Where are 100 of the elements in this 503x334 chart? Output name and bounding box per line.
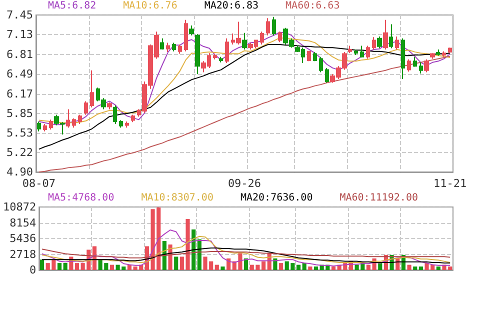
bar (407, 264, 412, 270)
y-tick-label: 0 (29, 264, 36, 276)
candlestick (72, 118, 76, 128)
bar (308, 266, 312, 270)
text: MA5:6.82 (48, 0, 96, 12)
candlestick (307, 50, 311, 62)
candlestick (113, 105, 117, 124)
y-tick-label: 5436 (10, 232, 36, 245)
bar (110, 264, 114, 270)
candlestick (413, 56, 417, 68)
bar (296, 264, 301, 270)
candlestick (78, 114, 82, 124)
y-tick-label: 6.17 (6, 87, 33, 100)
candlestick (372, 36, 376, 50)
candlestick (189, 24, 194, 36)
candlestick (266, 18, 270, 36)
candlestick (37, 121, 41, 132)
bar (378, 263, 382, 270)
line-series (42, 236, 451, 263)
candlestick (125, 121, 129, 128)
candlestick (395, 36, 399, 50)
y-tick-label: 10872 (2, 200, 36, 214)
line-series (38, 56, 451, 172)
bar (40, 260, 44, 270)
y-tick-label: 6.81 (6, 48, 33, 61)
bar (278, 263, 284, 270)
y-tick-label: 8154 (10, 216, 36, 230)
candlestick (448, 47, 452, 54)
bar (214, 264, 219, 270)
candlestick (389, 24, 393, 49)
candlestick (430, 52, 435, 60)
candlestick (360, 45, 364, 58)
x-tick-label: 11-21 (434, 177, 467, 190)
bar (174, 256, 178, 270)
candlestick (107, 102, 112, 110)
candlestick (278, 31, 282, 43)
candlestick (272, 16, 276, 36)
bar (302, 263, 306, 270)
text: MA20:6.83 (204, 0, 259, 12)
candlestick (319, 56, 323, 73)
bar (418, 266, 423, 270)
bar (366, 264, 371, 270)
y-tick-label: 6.49 (6, 68, 33, 81)
candlestick (348, 45, 352, 54)
text: MA60:6.63 (286, 0, 340, 12)
candlestick (43, 123, 47, 132)
candlestick (325, 67, 329, 84)
candlestick (166, 42, 170, 52)
candlestick (84, 100, 88, 116)
candlestick (436, 48, 440, 56)
bar (436, 266, 440, 270)
bar (413, 266, 418, 270)
bar (331, 266, 336, 270)
candlestick (219, 56, 223, 63)
bar (220, 266, 225, 270)
y-tick-label: 5.85 (6, 107, 33, 120)
candlestick (184, 19, 188, 52)
y-tick-label: 7.13 (6, 28, 33, 42)
candlestick (66, 108, 70, 128)
candlestick (213, 53, 217, 60)
line-series (42, 248, 451, 258)
candlestick (195, 34, 200, 75)
x-tick-label: 08-07 (22, 177, 56, 190)
candlestick (401, 38, 405, 80)
y-tick-label: 5.22 (6, 146, 33, 159)
text: MA10:6.76 (123, 0, 178, 12)
candlestick (442, 50, 446, 58)
candlestick (160, 38, 164, 50)
text: MA5:4768.00 (48, 192, 114, 204)
line-series (42, 247, 451, 264)
text: MA60:11192.00 (340, 192, 418, 204)
candlestick (242, 32, 247, 50)
candlestick (172, 42, 176, 52)
y-tick-label: 4.90 (6, 166, 33, 178)
candlestick (383, 19, 388, 50)
line-series (42, 230, 451, 266)
candlestick (225, 38, 229, 64)
y-tick-label: 7.45 (6, 8, 33, 22)
line-series (38, 44, 451, 150)
candlestick (419, 62, 423, 74)
text: MA20:7636.00 (240, 192, 313, 204)
y-tick-label: 2718 (10, 248, 36, 261)
candlestick (260, 31, 264, 46)
candlestick (424, 58, 429, 73)
text: MA10:8307.00 (141, 192, 214, 204)
bar (74, 263, 80, 270)
candlestick (407, 58, 411, 72)
candlestick (90, 70, 94, 108)
bar (57, 263, 62, 270)
candlestick (178, 44, 182, 54)
candlestick (313, 51, 317, 62)
y-tick-label: 5.53 (6, 126, 33, 140)
x-tick-label: 09-26 (228, 177, 262, 190)
bar (314, 266, 318, 270)
candlestick (119, 120, 123, 128)
candlestick (377, 36, 382, 49)
candlestick (366, 45, 370, 60)
candlestick (131, 114, 135, 123)
bar (63, 263, 68, 270)
candlestick (354, 48, 358, 56)
